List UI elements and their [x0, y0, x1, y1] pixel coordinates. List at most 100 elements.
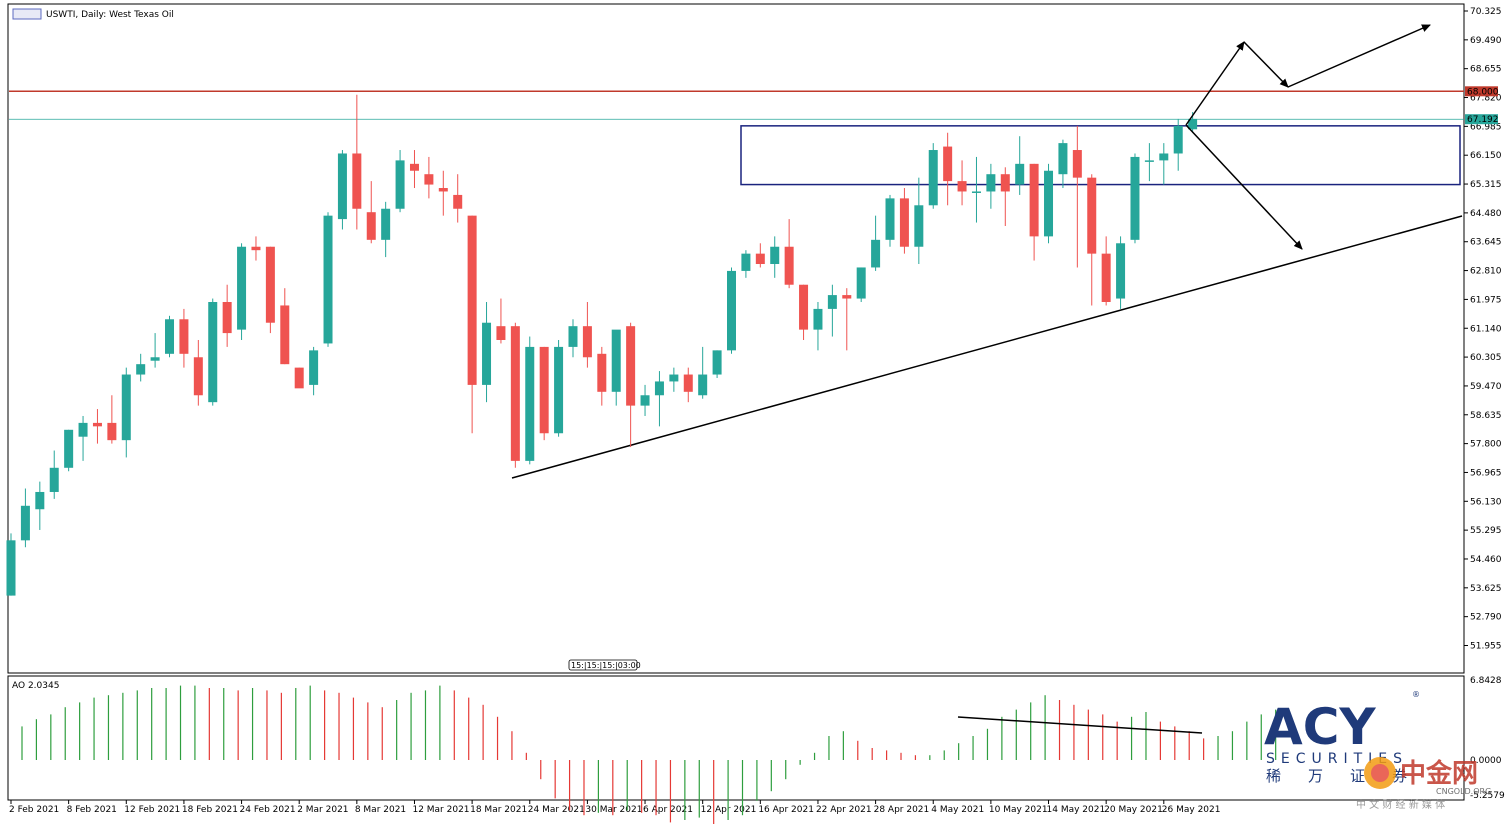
x-tick-label: 28 Apr 2021	[874, 805, 930, 815]
candle	[525, 336, 535, 465]
x-tick-label: 8 Feb 2021	[67, 805, 117, 815]
y-tick-label: 67.820	[1470, 94, 1502, 104]
candle-body	[20, 505, 30, 541]
candle-body	[438, 188, 448, 192]
candle	[193, 339, 203, 406]
candle	[842, 288, 852, 351]
candle-body	[943, 146, 953, 182]
y-tick-label: 61.140	[1470, 324, 1502, 334]
candle	[582, 301, 592, 368]
acy-logo: ACY ® SECURITIES 稀 万 证 券	[1264, 690, 1420, 785]
chart-type-icon	[12, 8, 42, 20]
candle-body	[741, 253, 751, 271]
y-tick-label: 68.655	[1470, 65, 1502, 75]
candle-body	[280, 305, 290, 365]
candle-body	[597, 353, 607, 392]
candle	[568, 319, 578, 358]
candle	[597, 346, 607, 406]
candle	[770, 236, 780, 278]
candle-body	[957, 181, 967, 192]
candle	[899, 188, 909, 254]
x-tick-label: 16 Apr 2021	[758, 805, 814, 815]
x-tick-label: 12 Feb 2021	[124, 805, 180, 815]
candle	[626, 322, 636, 448]
candle	[813, 301, 823, 351]
candle	[654, 371, 664, 427]
candle	[352, 94, 362, 230]
candle	[1087, 174, 1097, 306]
candle	[337, 150, 347, 230]
x-tick-label: 20 May 2021	[1104, 805, 1163, 815]
candle-body	[1000, 174, 1010, 192]
title-bar: USWTI, Daily: West Texas Oil	[12, 8, 174, 20]
candle	[827, 284, 837, 337]
candle-body	[813, 308, 823, 330]
candle	[669, 367, 679, 392]
y-tick-label: 66.150	[1470, 151, 1502, 161]
candle	[554, 339, 564, 437]
candle	[1044, 163, 1054, 244]
candle-body	[1058, 143, 1068, 175]
candle-body	[928, 150, 938, 206]
candle-body	[366, 212, 376, 240]
candle-body	[323, 215, 333, 344]
candle	[755, 243, 765, 268]
candle	[49, 450, 59, 499]
candle	[280, 288, 290, 365]
candle	[1101, 236, 1111, 306]
x-tick-label: 2 Feb 2021	[9, 805, 59, 815]
x-tick-label: 24 Feb 2021	[240, 805, 296, 815]
candle	[683, 367, 693, 403]
ao-histogram	[21, 685, 1277, 824]
candle-body	[1101, 253, 1111, 302]
y-tick-label: 55.295	[1470, 526, 1502, 536]
candle	[1159, 143, 1169, 185]
candle	[438, 170, 448, 216]
candle-body	[482, 322, 492, 385]
candle-body	[1072, 150, 1082, 178]
candle-body	[165, 319, 175, 354]
candle	[107, 395, 117, 444]
candle	[1116, 236, 1126, 309]
cngold-watermark: 中金网 CNGOLD.ORG 中 文 财 经 新 媒 体	[1356, 757, 1491, 811]
candle-body	[121, 374, 131, 441]
candle-body	[294, 367, 304, 389]
candle	[395, 150, 405, 213]
candle-body	[827, 295, 837, 309]
y-tick-label: 60.305	[1470, 353, 1502, 363]
candle-body	[784, 246, 794, 285]
y-tick-label: 59.470	[1470, 382, 1502, 392]
candle	[136, 353, 146, 382]
registered-mark: ®	[1412, 690, 1420, 699]
acy-cn-2: 万	[1308, 767, 1323, 785]
candle	[871, 215, 881, 271]
candle-body	[1087, 177, 1097, 254]
y-tick-label: 56.130	[1470, 497, 1502, 507]
x-tick-label: 18 Mar 2021	[470, 805, 527, 815]
candle	[698, 346, 708, 399]
indicator-panel-frame	[7, 675, 1465, 801]
candle-body	[6, 540, 16, 596]
candle	[424, 156, 434, 199]
y-tick-label: 66.985	[1470, 122, 1502, 132]
candle-body	[193, 357, 203, 396]
y-tick-label: 63.645	[1470, 238, 1502, 248]
x-tick-label: 8 Mar 2021	[355, 805, 406, 815]
candle-body	[237, 246, 247, 330]
candle-body	[914, 205, 924, 247]
candle	[943, 132, 953, 206]
x-tick-label: 26 May 2021	[1162, 805, 1221, 815]
candle-body	[409, 163, 419, 171]
y-tick-label: 61.975	[1470, 295, 1502, 305]
candle	[78, 415, 88, 461]
candle-body	[222, 301, 232, 334]
x-tick-label: 4 May 2021	[931, 805, 984, 815]
candle	[35, 481, 45, 530]
candle-body	[539, 346, 549, 434]
candle	[712, 350, 722, 378]
y-tick-label: 65.315	[1470, 180, 1502, 190]
candle	[928, 143, 938, 209]
candle	[222, 284, 232, 347]
resistance-price-label: 68.000	[1467, 87, 1499, 97]
candle-body	[208, 301, 218, 403]
